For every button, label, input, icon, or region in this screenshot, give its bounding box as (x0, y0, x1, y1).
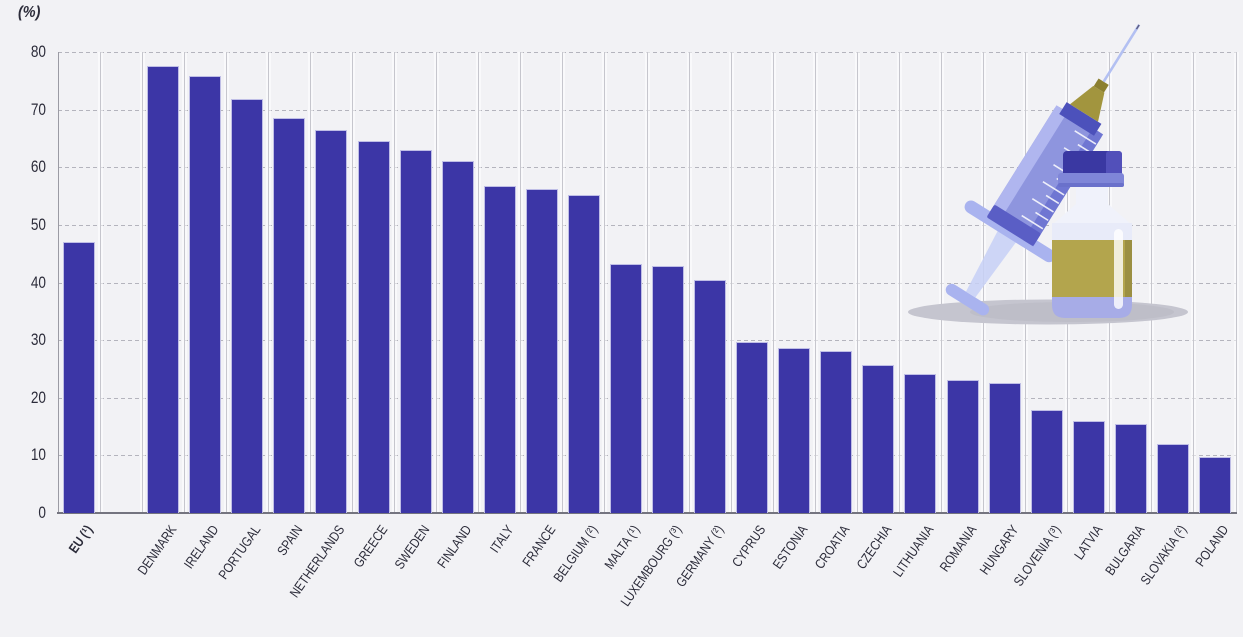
v-gridline (434, 52, 440, 513)
y-tick-label-0: 0 (38, 503, 46, 522)
bar-portugal (231, 98, 264, 513)
y-axis-unit-label: (%) (18, 4, 41, 21)
bar-czechia (862, 365, 895, 513)
bar-germany (694, 279, 727, 513)
bar-poland (1198, 457, 1231, 513)
x-label-denmark: DENMARK (134, 522, 180, 578)
v-gridline (686, 52, 692, 513)
y-tick-label-70: 70 (30, 99, 46, 119)
v-gridline (812, 52, 818, 513)
v-gridline (307, 52, 313, 513)
bar-belgium (567, 194, 600, 513)
y-tick-label-80: 80 (30, 42, 46, 61)
v-gridline (181, 52, 187, 513)
y-tick-label-10: 10 (30, 445, 46, 465)
bar-slovenia (1030, 410, 1063, 513)
v-gridline (223, 52, 229, 513)
v-gridline (97, 52, 103, 513)
v-gridline (770, 52, 776, 513)
v-gridline (896, 52, 902, 513)
v-gridline (1065, 52, 1071, 513)
bar-sweden (399, 149, 432, 513)
v-gridline (939, 52, 944, 513)
y-tick-label-60: 60 (30, 157, 46, 177)
x-label-eu: EU (¹) (65, 522, 96, 556)
v-gridline (518, 52, 524, 513)
bar-finland (441, 161, 474, 513)
v-gridline (476, 52, 482, 513)
bar-greece (357, 140, 390, 513)
bar-netherlands (315, 129, 348, 513)
v-gridline (854, 52, 860, 513)
v-gridline (981, 52, 987, 513)
bar-estonia (778, 347, 811, 513)
x-axis-line (57, 512, 1237, 514)
bar-bulgaria (1114, 424, 1147, 513)
bar-ireland (189, 75, 222, 513)
v-gridline (1107, 52, 1113, 513)
bar-france (525, 189, 558, 513)
bar-slovakia (1156, 444, 1189, 513)
v-gridline (1191, 52, 1197, 513)
v-gridline (560, 52, 566, 513)
v-gridline (602, 52, 608, 513)
bar-luxembourg (652, 265, 685, 513)
bar-romania (946, 380, 979, 513)
bar-malta (609, 264, 642, 513)
bar-hungary (988, 383, 1021, 513)
v-gridline (392, 52, 398, 513)
bar-latvia (1072, 420, 1105, 513)
v-gridline (728, 52, 734, 513)
v-gridline (1149, 52, 1155, 513)
y-axis-line (58, 52, 59, 513)
bar-lithuania (904, 373, 937, 513)
bar-denmark (147, 66, 180, 513)
v-gridline (265, 52, 271, 513)
y-tick-label-50: 50 (30, 214, 46, 234)
y-tick-label-30: 30 (30, 330, 46, 350)
bar-spain (273, 118, 306, 513)
v-gridline (139, 52, 145, 513)
v-gridline (1023, 52, 1029, 513)
bar-eu (63, 241, 96, 513)
y-tick-label-20: 20 (30, 387, 46, 407)
bar-italy (483, 186, 516, 513)
y-tick-label-40: 40 (30, 272, 46, 292)
v-gridline (350, 52, 355, 513)
v-gridline (1233, 52, 1239, 513)
bar-cyprus (736, 342, 769, 513)
bar-croatia (820, 351, 853, 513)
v-gridline (644, 52, 650, 513)
